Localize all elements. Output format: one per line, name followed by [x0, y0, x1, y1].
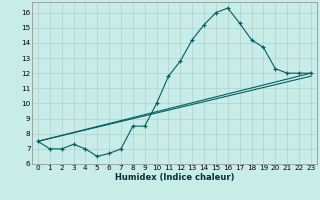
- X-axis label: Humidex (Indice chaleur): Humidex (Indice chaleur): [115, 173, 234, 182]
